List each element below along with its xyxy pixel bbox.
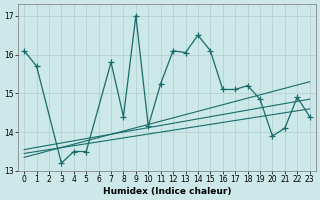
X-axis label: Humidex (Indice chaleur): Humidex (Indice chaleur) [103, 187, 231, 196]
